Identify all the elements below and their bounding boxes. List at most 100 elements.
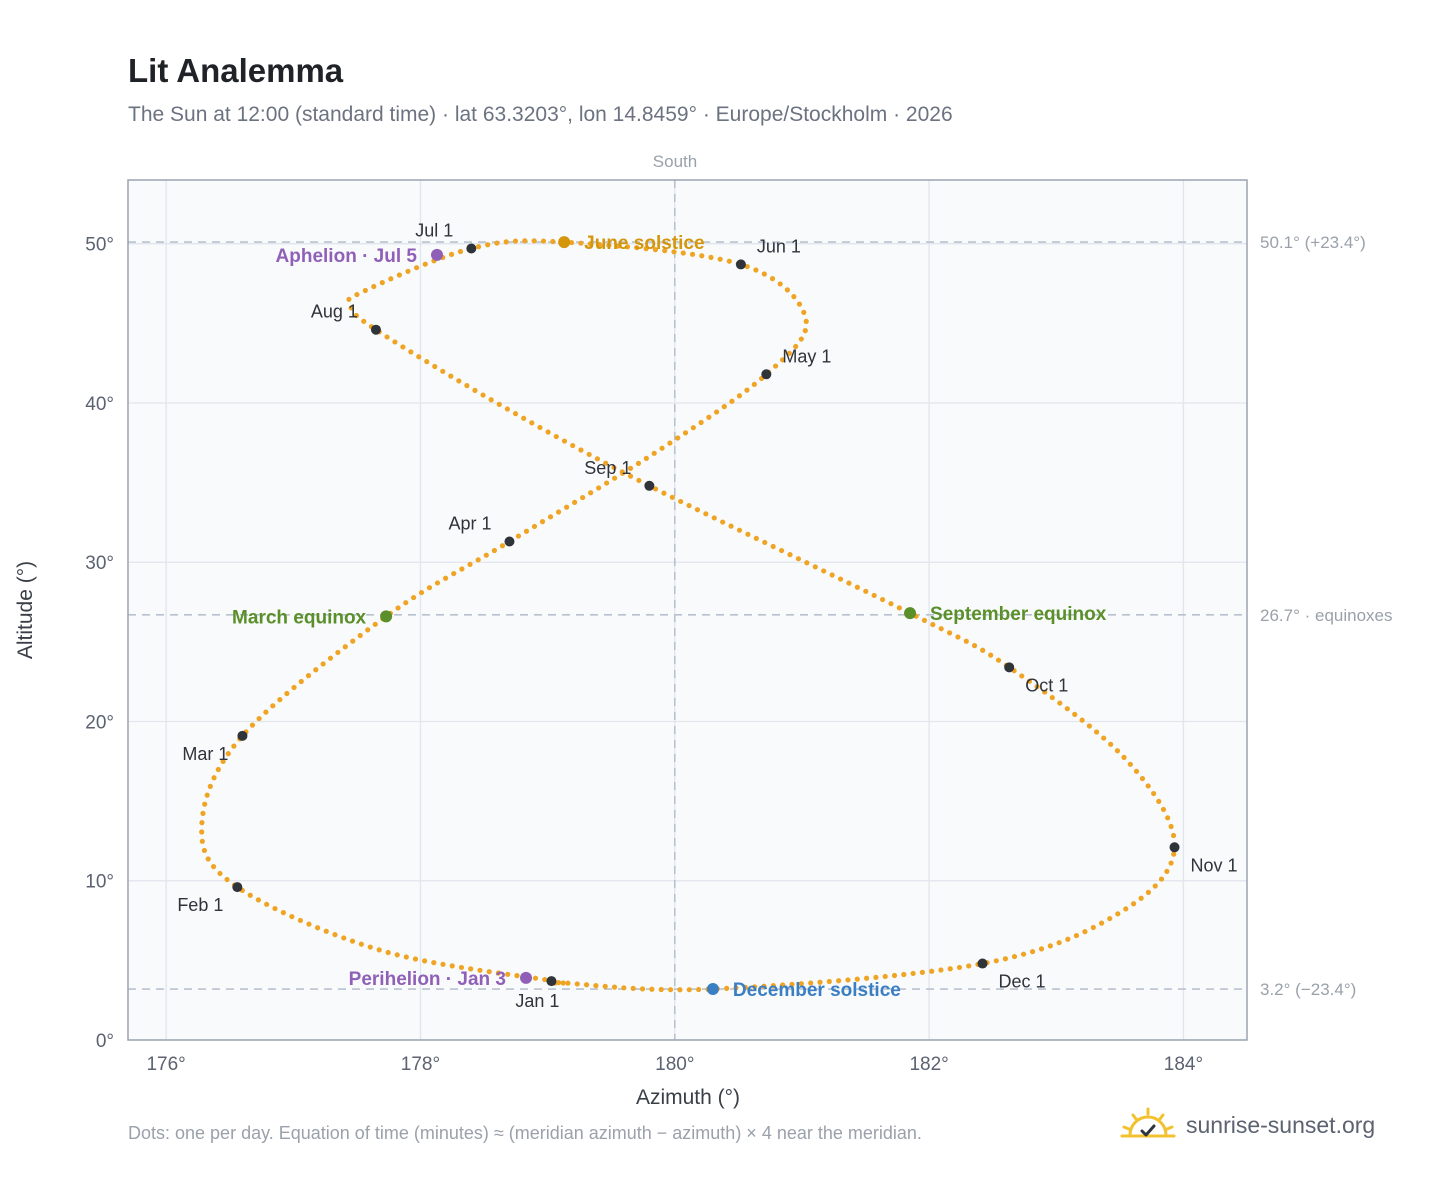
daily-dot (891, 972, 898, 979)
daily-dot (475, 244, 482, 250)
daily-dot (1047, 943, 1053, 949)
reference-lines: 50.1° (+23.4°) 26.7° · equinoxes 3.2° (−23… (128, 180, 1393, 1040)
daily-dot (1072, 711, 1078, 717)
daily-dot (289, 913, 295, 920)
daily-dot (1164, 868, 1170, 875)
daily-dot (772, 363, 779, 369)
y-tick-label: 30° (85, 553, 114, 574)
daily-dot (499, 543, 506, 549)
daily-dot (910, 970, 916, 977)
daily-dot (624, 244, 631, 250)
daily-dot (1123, 906, 1129, 912)
reference-line-label: 3.2° (−23.4°) (1260, 980, 1356, 999)
month-label: Oct 1 (1025, 675, 1068, 695)
daily-dot (635, 460, 642, 466)
daily-dot (531, 238, 537, 244)
daily-dot (480, 392, 486, 398)
brand[interactable]: sunrise-sunset.org (1120, 1100, 1375, 1150)
daily-dot (1098, 920, 1105, 926)
daily-dot (204, 792, 210, 798)
daily-dot (761, 271, 767, 277)
daily-dot (720, 519, 726, 525)
event-label: Aphelion · Jul 5 (276, 246, 418, 267)
daily-dot (956, 964, 963, 971)
daily-dot (323, 928, 329, 934)
daily-dot (594, 456, 601, 462)
daily-dot (791, 294, 797, 300)
date-markers: Jan 1 Feb 1 Mar 1 Apr 1 May 1 Jun 1 Jul 1 Aug 1… (177, 220, 1237, 1011)
daily-dot (284, 690, 290, 697)
daily-dot (698, 419, 704, 426)
daily-dot (521, 415, 527, 421)
y-tick-label: 50° (85, 235, 114, 256)
daily-dot (1107, 915, 1113, 922)
daily-dot (1121, 754, 1127, 760)
daily-dot (422, 958, 428, 964)
daily-dot (200, 810, 206, 816)
daily-dot (1034, 684, 1040, 690)
daily-dot (603, 460, 609, 466)
daily-dot (643, 455, 649, 461)
daily-dot (667, 987, 674, 993)
daily-dot (376, 947, 382, 953)
daily-dot (1156, 798, 1162, 804)
daily-dot (306, 921, 312, 927)
meridian-label: South (653, 152, 697, 171)
daily-dot (770, 983, 776, 989)
daily-dot (694, 507, 701, 513)
daily-dot (1158, 876, 1165, 882)
daily-dot (988, 652, 994, 658)
daily-dot (1130, 901, 1137, 907)
daily-dot (966, 963, 972, 969)
daily-dot (1090, 924, 1096, 931)
daily-dot (955, 634, 961, 640)
daily-dot (448, 373, 454, 379)
daily-dot (699, 253, 705, 259)
daily-dot (652, 247, 659, 253)
daily-dot (298, 678, 304, 685)
daily-dot (270, 703, 276, 709)
x-axis-label: Azimuth (°) (636, 1086, 740, 1109)
brand-text[interactable]: sunrise-sunset.org (1186, 1111, 1376, 1138)
daily-dot (361, 318, 367, 324)
daily-dot (586, 451, 592, 458)
daily-dot (724, 985, 730, 991)
month-label: Apr 1 (448, 514, 491, 534)
daily-dot (742, 984, 748, 990)
daily-dot (371, 283, 377, 290)
daily-dot (547, 514, 554, 520)
daily-dot (458, 964, 465, 971)
daily-dot (690, 425, 696, 431)
daily-dot (529, 420, 535, 426)
daily-dot (729, 398, 735, 404)
daily-dot (1170, 832, 1177, 839)
daily-dot (627, 473, 634, 479)
daily-dot (602, 983, 608, 989)
month-marker (232, 882, 243, 893)
y-tick-label: 20° (85, 712, 114, 733)
x-tick-label: 184° (1164, 1054, 1203, 1075)
daily-dot (753, 535, 759, 541)
daily-dot (504, 406, 510, 412)
daily-dot (721, 404, 727, 410)
daily-dot (661, 490, 667, 496)
month-label: Jul 1 (415, 220, 453, 240)
chart-subtitle: The Sun at 12:00 (standard time) · lat 6… (128, 103, 953, 126)
daily-dot (993, 958, 999, 964)
daily-dot (565, 980, 571, 986)
daily-dot (611, 464, 617, 471)
daily-dot (403, 954, 409, 960)
daily-dot (202, 801, 208, 807)
daily-dot (798, 981, 804, 987)
daily-dot (542, 976, 548, 983)
daily-dot (854, 584, 860, 590)
daily-dot (1115, 911, 1121, 917)
daily-dot (802, 328, 808, 334)
x-tick-label: 180° (655, 1054, 694, 1075)
daily-dot (1152, 883, 1158, 889)
daily-dot (515, 533, 522, 539)
daily-dot (812, 564, 818, 570)
daily-dot (1160, 806, 1167, 813)
daily-dot (971, 643, 978, 649)
daily-dot (733, 985, 739, 991)
